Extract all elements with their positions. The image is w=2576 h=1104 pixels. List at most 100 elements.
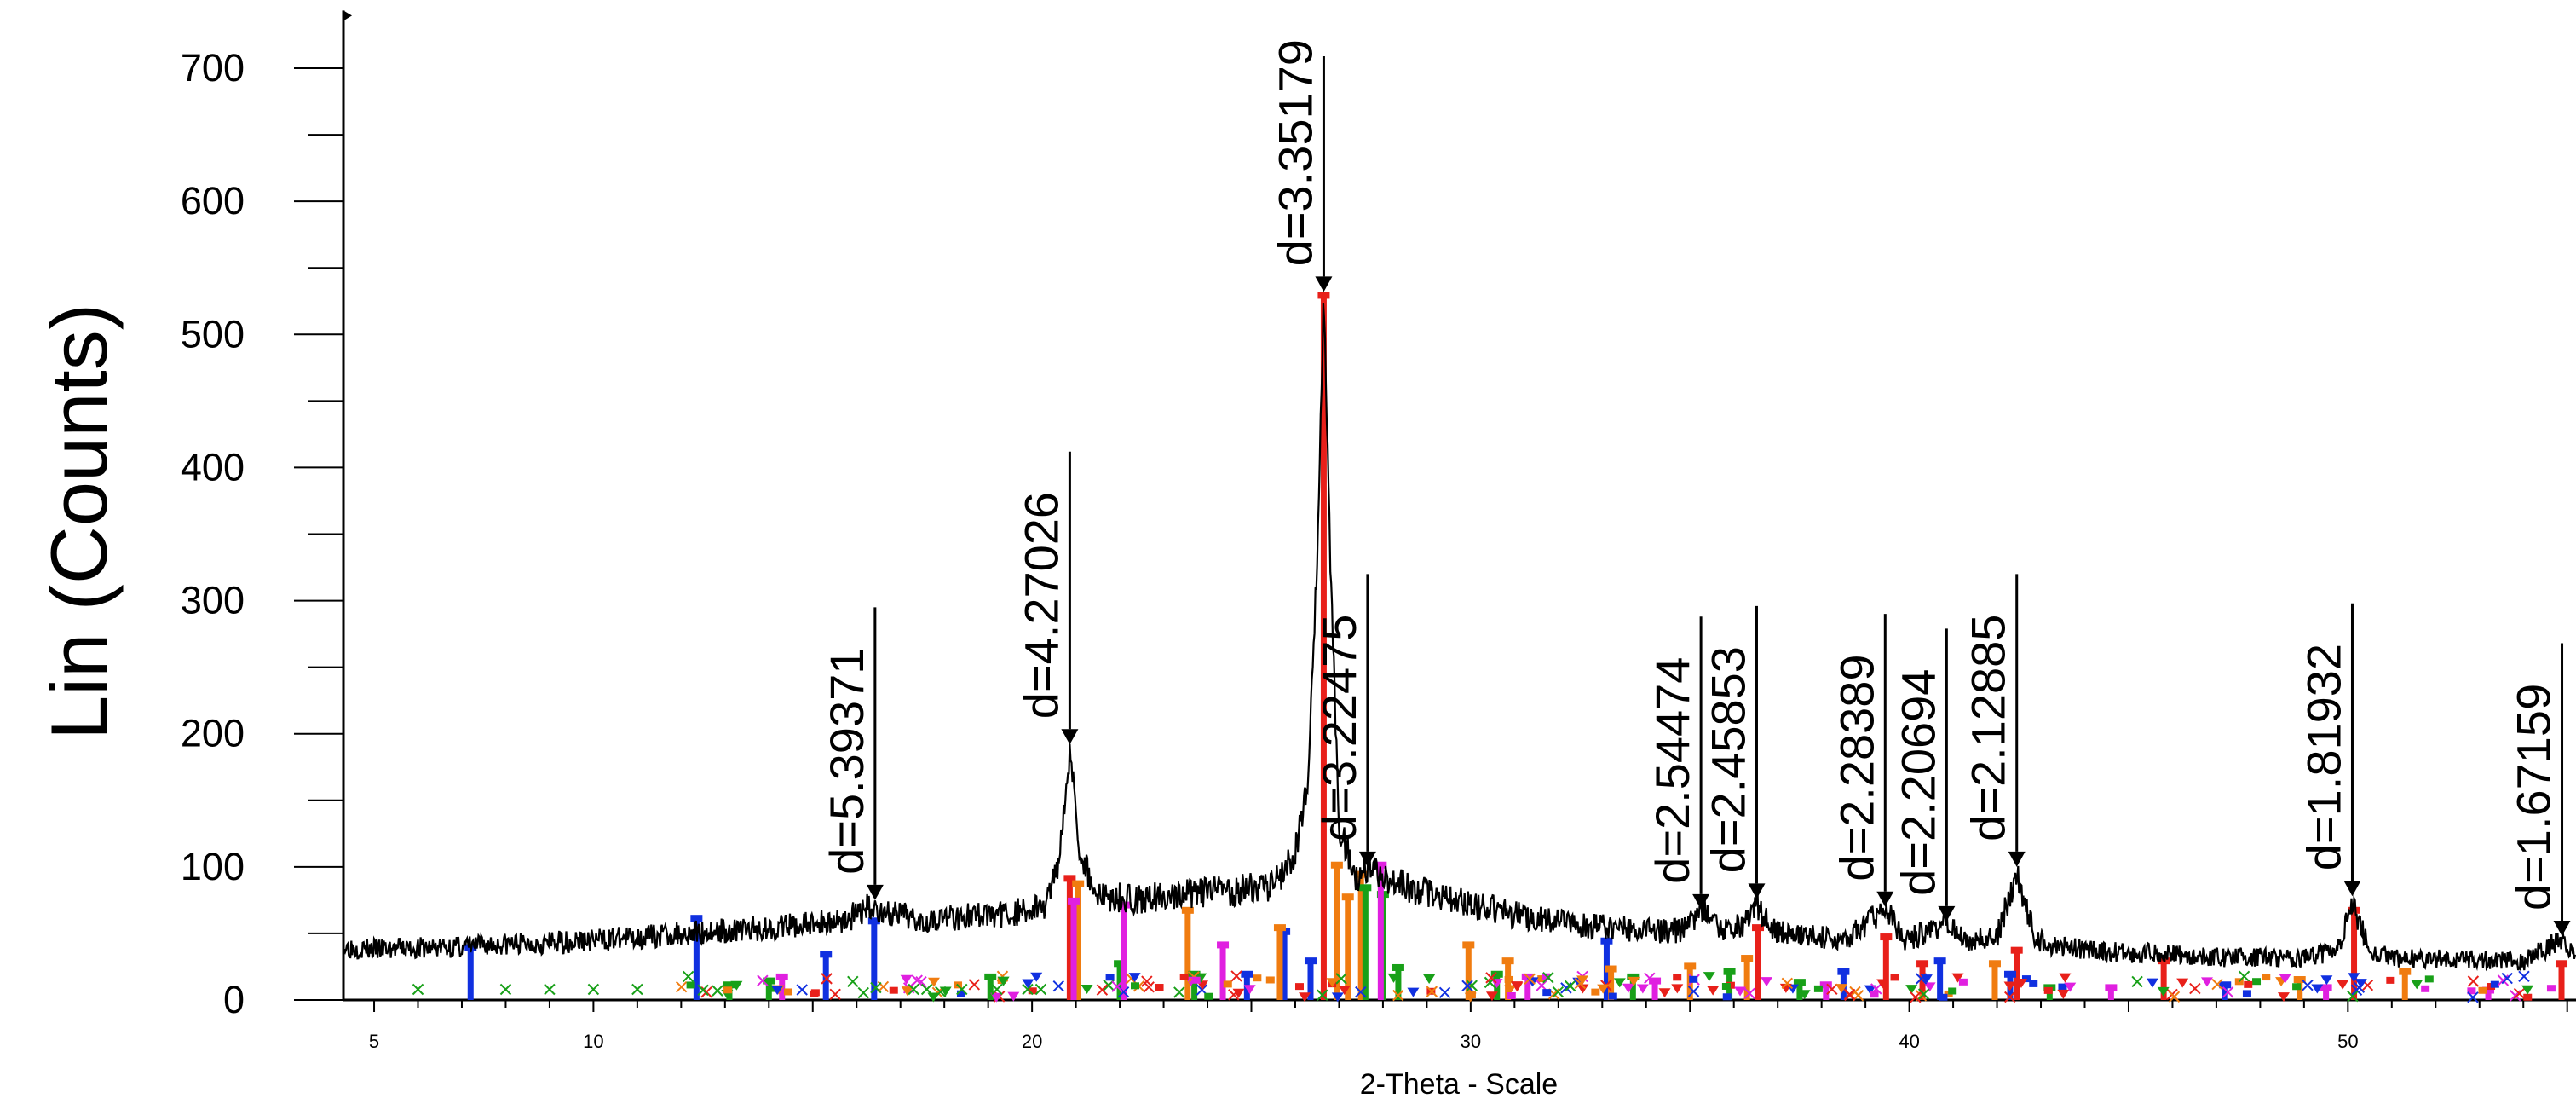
peak-d-spacing-label: d=1.81932 [2297, 644, 2350, 870]
peak-d-spacing-label: d=2.12885 [1962, 615, 2015, 841]
reference-marker-cross [1644, 972, 1656, 984]
reference-marker-triangle [927, 977, 940, 987]
peak-arrowhead [1876, 891, 1894, 907]
reference-marker-square [1948, 987, 1957, 995]
reference-stick [1121, 904, 1127, 1000]
reference-stick [2485, 989, 2492, 1000]
reference-marker-triangle [1338, 986, 1351, 996]
reference-marker-triangle [1407, 987, 1420, 997]
reference-marker-cross [2518, 970, 2530, 983]
reference-marker-triangle [2176, 978, 2189, 988]
reference-stick-cap [2482, 986, 2495, 994]
reference-marker-cross [1485, 972, 1497, 984]
reference-stick [1823, 984, 1830, 1000]
reference-marker-cross [1335, 973, 1347, 985]
reference-stick-cap [1359, 884, 1372, 892]
reference-marker-triangle [1613, 978, 1626, 988]
reference-stick-cap [1880, 933, 1893, 941]
reference-marker-cross [991, 983, 1003, 996]
reference-stick [1755, 927, 1761, 1000]
reference-marker-cross [2353, 981, 2366, 993]
peak-d-spacing-label: d=3.22475 [1312, 615, 1366, 841]
reference-stick-cap [1374, 861, 1387, 869]
peak-d-spacing-label: d=2.20694 [1891, 669, 1945, 896]
reference-marker-triangle [1923, 982, 1936, 992]
reference-marker-triangle [1597, 984, 1610, 994]
reference-marker-triangle [1864, 985, 1876, 995]
reference-marker-triangle [997, 976, 1010, 986]
x-axis: 5 10 20 30 40 50 [343, 998, 2576, 1052]
reference-marker-triangle [1622, 983, 1634, 993]
reference-marker-cross [1461, 980, 1473, 992]
reference-marker-triangle [1636, 984, 1649, 994]
y-tick-label: 300 [181, 579, 245, 622]
peak-d-spacing-label: d=2.28389 [1830, 654, 1883, 881]
reference-stick [2107, 986, 2114, 1000]
reference-marker-triangle [1658, 988, 1671, 998]
reference-stick-cap [867, 917, 880, 925]
reference-stick-cap [2105, 984, 2118, 991]
reference-stick-cap [984, 973, 997, 980]
reference-stick [1882, 936, 1889, 1000]
reference-marker-triangle [2311, 984, 2324, 994]
reference-marker-square [1608, 992, 1617, 1000]
reference-marker-square [2058, 983, 2067, 991]
reference-marker-square [1722, 993, 1732, 1001]
y-tick-label: 600 [181, 179, 245, 223]
peak-arrowhead [866, 884, 884, 900]
y-tick-label: 400 [181, 445, 245, 488]
reference-stick [467, 946, 474, 1000]
reference-marker-triangle [1464, 992, 1477, 1003]
reference-marker-square [2262, 974, 2271, 981]
peak-d-spacing-label: d=2.45853 [1701, 646, 1755, 873]
reference-marker-triangle [2200, 977, 2213, 987]
reference-stick-cap [1341, 893, 1354, 901]
reference-stick-cap [1605, 965, 1617, 973]
reference-stick [2401, 970, 2408, 1000]
reference-marker-square [1191, 976, 1201, 984]
reference-marker-square [1507, 991, 1516, 999]
reference-marker-square [1223, 980, 1232, 988]
reference-marker-triangle [2348, 973, 2360, 983]
reference-marker-cross [412, 983, 424, 996]
reference-marker-triangle [901, 986, 913, 997]
reference-marker-triangle [2277, 992, 2290, 1003]
reference-marker-triangle [1576, 984, 1589, 994]
reference-stick [1524, 975, 1531, 1000]
reference-stick-cap [1317, 292, 1330, 299]
reference-marker-square [2478, 986, 2487, 994]
diffraction-series [342, 303, 2576, 972]
reference-stick-cap [1241, 970, 1253, 978]
reference-stick [871, 920, 878, 1000]
y-axis-arrow [343, 10, 352, 21]
reference-marker-triangle [1022, 979, 1034, 989]
reference-stick-cap [2320, 984, 2332, 991]
peak-arrowhead [1315, 276, 1333, 292]
reference-marker-cross [697, 984, 709, 997]
reference-marker-cross [2467, 975, 2480, 987]
y-tick-label: 200 [181, 712, 245, 755]
reference-marker-triangle [1030, 972, 1043, 982]
reference-marker-square [2467, 987, 2476, 995]
reference-marker-cross [1111, 980, 1123, 992]
reference-marker-triangle [2064, 982, 2077, 992]
reference-marker-cross [1317, 989, 1328, 1001]
reference-marker-cross [1173, 986, 1185, 998]
y-tick-label: 700 [181, 46, 245, 90]
reference-marker-triangle [1734, 986, 1747, 997]
reference-marker-square [2490, 980, 2499, 988]
reference-stick-cap [723, 981, 735, 989]
peak-annotations: d=5.39371 d=4.27026 d=3.35179 d=3.22475 d=2.… [820, 39, 2571, 937]
reference-marker-triangle [2337, 980, 2349, 990]
reference-stick-cap [1273, 924, 1286, 932]
reference-marker-cross [675, 981, 688, 993]
reference-marker-cross [2168, 991, 2181, 1003]
reference-marker-cross [1034, 983, 1047, 996]
reference-marker-cross [1438, 986, 1451, 999]
reference-marker-cross [2238, 970, 2250, 982]
reference-marker-square [1726, 981, 1735, 989]
reference-marker-triangle [1007, 991, 1020, 1002]
reference-marker-cross [682, 970, 694, 983]
reference-marker-cross [1915, 973, 1928, 985]
